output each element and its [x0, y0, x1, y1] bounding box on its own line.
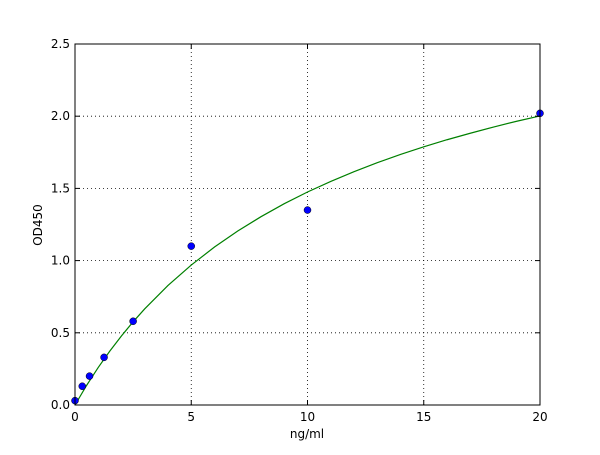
y-tick-label: 1.5	[51, 181, 70, 195]
data-point	[129, 317, 137, 325]
x-axis-label: ng/ml	[290, 427, 324, 441]
y-tick-label: 2.5	[51, 37, 70, 51]
x-tick-label: 20	[532, 410, 547, 424]
x-tick-label: 15	[416, 410, 431, 424]
data-point	[100, 353, 108, 362]
grid	[75, 44, 540, 405]
fit-curve-group	[74, 115, 541, 406]
y-tick-label: 0.5	[51, 326, 70, 340]
fit-curve-line	[74, 115, 541, 406]
ticks: 0 5 10 15 20 0.0 0.5 1.0 1.5 2.0 2.5	[51, 37, 548, 424]
data-point	[85, 372, 94, 380]
y-axis-label: OD450	[31, 204, 45, 246]
data-point	[78, 382, 87, 390]
y-tick-label: 2.0	[51, 109, 70, 123]
data-point	[303, 206, 312, 214]
x-tick-label: 10	[300, 410, 315, 424]
x-tick-label: 0	[71, 410, 79, 424]
data-point	[187, 242, 195, 250]
y-tick-label: 1.0	[51, 254, 70, 268]
y-tick-label: 0.0	[51, 398, 70, 412]
x-tick-label: 5	[187, 410, 195, 424]
